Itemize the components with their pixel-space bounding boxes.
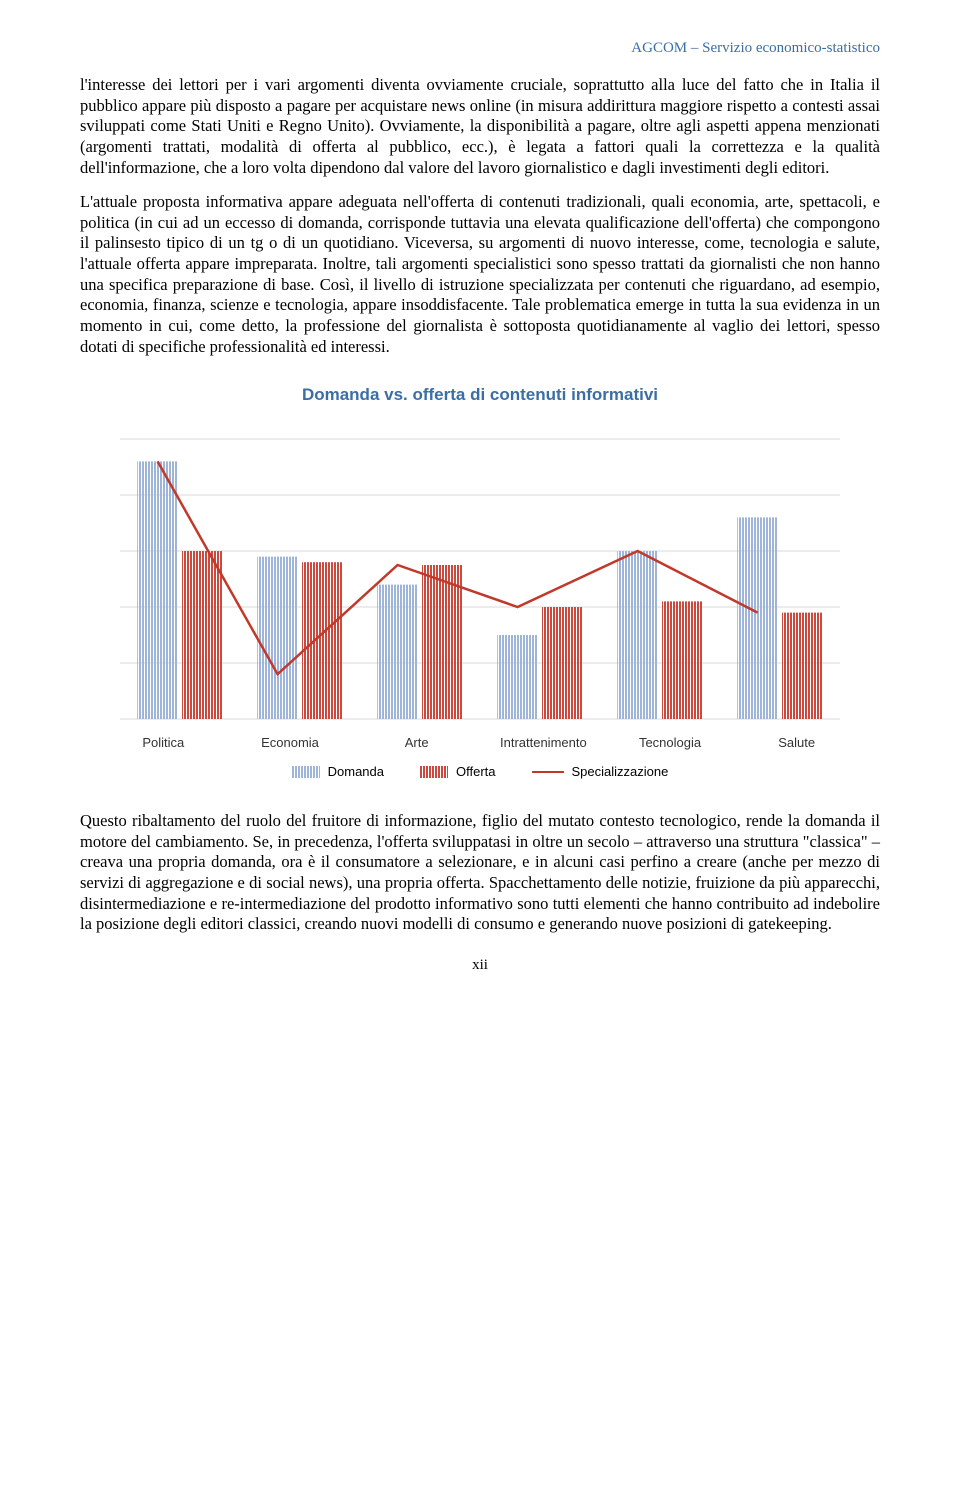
page-header: AGCOM – Servizio economico-statistico <box>80 40 880 57</box>
chart-svg <box>100 429 860 729</box>
bar-offerta-3 <box>542 607 583 719</box>
chart-title: Domanda vs. offerta di contenuti informa… <box>80 385 880 405</box>
legend-label-specializzazione: Specializzazione <box>572 764 669 779</box>
legend-item-specializzazione: Specializzazione <box>532 764 669 779</box>
chart-container: PoliticaEconomiaArteIntrattenimentoTecno… <box>100 429 860 750</box>
bar-offerta-2 <box>422 565 463 719</box>
x-label-2: Arte <box>353 735 480 750</box>
legend-swatch-offerta <box>420 766 448 778</box>
bar-offerta-5 <box>782 613 823 719</box>
bar-domanda-3 <box>497 635 538 719</box>
legend-label-offerta: Offerta <box>456 764 496 779</box>
bar-domanda-2 <box>377 585 418 719</box>
paragraph-2: L'attuale proposta informativa appare ad… <box>80 192 880 357</box>
bar-offerta-4 <box>662 602 703 720</box>
legend-swatch-domanda <box>292 766 320 778</box>
legend-swatch-line <box>532 771 564 773</box>
chart-legend: Domanda Offerta Specializzazione <box>80 764 880 779</box>
legend-item-domanda: Domanda <box>292 764 384 779</box>
page-number: xii <box>80 957 880 974</box>
x-label-3: Intrattenimento <box>480 735 607 750</box>
chart-x-axis-labels: PoliticaEconomiaArteIntrattenimentoTecno… <box>100 735 860 750</box>
bar-domanda-5 <box>737 518 778 720</box>
bar-domanda-0 <box>137 462 178 720</box>
legend-label-domanda: Domanda <box>328 764 384 779</box>
x-label-1: Economia <box>227 735 354 750</box>
bar-domanda-4 <box>617 551 658 719</box>
x-label-5: Salute <box>733 735 860 750</box>
legend-item-offerta: Offerta <box>420 764 496 779</box>
paragraph-1: l'interesse dei lettori per i vari argom… <box>80 75 880 178</box>
x-label-0: Politica <box>100 735 227 750</box>
paragraph-3: Questo ribaltamento del ruolo del fruito… <box>80 811 880 935</box>
bar-offerta-0 <box>182 551 223 719</box>
bar-offerta-1 <box>302 562 343 719</box>
bar-domanda-1 <box>257 557 298 719</box>
x-label-4: Tecnologia <box>607 735 734 750</box>
